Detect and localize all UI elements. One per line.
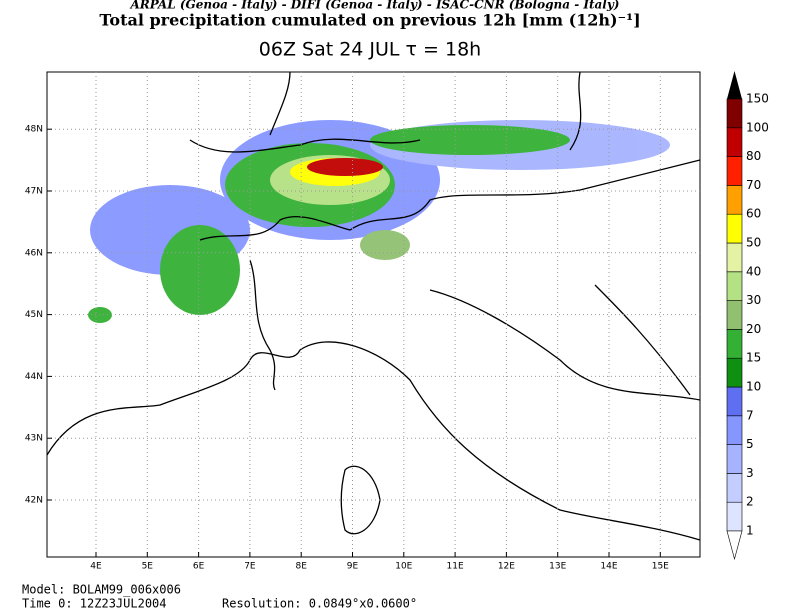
colorbar-label: 20 xyxy=(746,322,761,336)
colorbar-box xyxy=(726,357,743,388)
lon-label: 9E xyxy=(347,562,359,572)
colorbar-label: 150 xyxy=(746,92,769,106)
precip-area xyxy=(370,125,570,155)
lon-label: 6E xyxy=(193,562,205,572)
lon-label: 5E xyxy=(142,562,154,572)
colorbar-bottom xyxy=(726,530,743,561)
colorbar-label: 100 xyxy=(746,120,769,134)
precipitation-field xyxy=(88,120,670,323)
colorbar-box xyxy=(726,386,743,417)
colorbar-label: 50 xyxy=(746,236,761,250)
colorbar-label: 10 xyxy=(746,380,761,394)
lat-label: 44N xyxy=(25,372,43,382)
coastline xyxy=(594,284,691,396)
colorbar-box xyxy=(726,185,743,215)
colorbar-box xyxy=(726,415,743,445)
lon-label: 12E xyxy=(498,562,515,572)
border xyxy=(199,159,701,241)
border xyxy=(249,259,276,391)
colorbar-label: 7 xyxy=(746,408,754,422)
subtitle: 06Z Sat 24 JUL τ = 18h xyxy=(259,39,481,61)
map: 4E 5E 6E 7E 8E 9E 10E 11E 12E 13E 14E 15E 42N 43N 44N 4… xyxy=(25,71,701,572)
colorbar-label: 15 xyxy=(746,351,761,365)
colorbar-label: 3 xyxy=(746,466,754,480)
lon-label: 7E xyxy=(244,562,256,572)
coastline xyxy=(429,289,701,401)
colorbar-box xyxy=(726,329,743,359)
model-info: Model: BOLAM99_006x006 xyxy=(22,583,181,597)
colorbar-box xyxy=(726,444,743,474)
lon-label: 4E xyxy=(90,562,102,572)
border xyxy=(269,71,291,136)
lat-label: 45N xyxy=(25,310,43,320)
colorbar-label: 40 xyxy=(746,264,761,278)
precip-area xyxy=(160,225,240,315)
lon-label: 14E xyxy=(600,562,617,572)
colorbar-box xyxy=(726,213,743,244)
lat-label: 48N xyxy=(25,125,43,135)
resolution-info: Resolution: 0.0849°x0.0600° xyxy=(222,597,417,611)
lat-label: 46N xyxy=(25,248,43,258)
colorbar-label: 70 xyxy=(746,178,761,192)
colorbar-box xyxy=(726,242,743,273)
colorbar: 1 2 3 5 7 10 15 20 30 40 50 60 70 80 100 150 xyxy=(726,71,769,561)
colorbar-top xyxy=(727,71,742,99)
coastline xyxy=(46,341,701,541)
colorbar-label: 5 xyxy=(746,437,754,451)
lon-label: 8E xyxy=(295,562,307,572)
time-info: Time 0: 12Z23JUL2004 xyxy=(22,597,167,611)
precip-area xyxy=(360,230,410,260)
colorbar-box xyxy=(726,127,743,157)
colorbar-box xyxy=(726,473,743,503)
colorbar-label: 60 xyxy=(746,207,761,221)
colorbar-box xyxy=(726,271,743,301)
colorbar-box xyxy=(726,156,743,186)
colorbar-label: 80 xyxy=(746,149,761,163)
island xyxy=(340,465,381,535)
colorbar-label: 2 xyxy=(746,495,754,509)
precip-area xyxy=(307,158,383,176)
colorbar-box xyxy=(726,501,743,532)
lat-label: 47N xyxy=(25,187,43,197)
lon-label: 10E xyxy=(395,562,412,572)
colorbar-box xyxy=(726,300,743,330)
colorbar-label: 30 xyxy=(746,293,761,307)
border xyxy=(569,71,582,151)
lat-label: 43N xyxy=(25,434,43,444)
colorbar-box xyxy=(726,98,743,129)
lon-label: 15E xyxy=(652,562,669,572)
credits: ARPAL (Genoa - Italy) - DIFI (Genoa - It… xyxy=(130,0,620,12)
colorbar-label: 1 xyxy=(746,524,754,538)
lon-label: 13E xyxy=(549,562,566,572)
coastlines xyxy=(46,71,701,541)
lon-label: 11E xyxy=(447,562,464,572)
title: Total precipitation cumulated on previou… xyxy=(99,11,640,30)
lat-label: 42N xyxy=(25,496,43,506)
border xyxy=(189,138,421,153)
